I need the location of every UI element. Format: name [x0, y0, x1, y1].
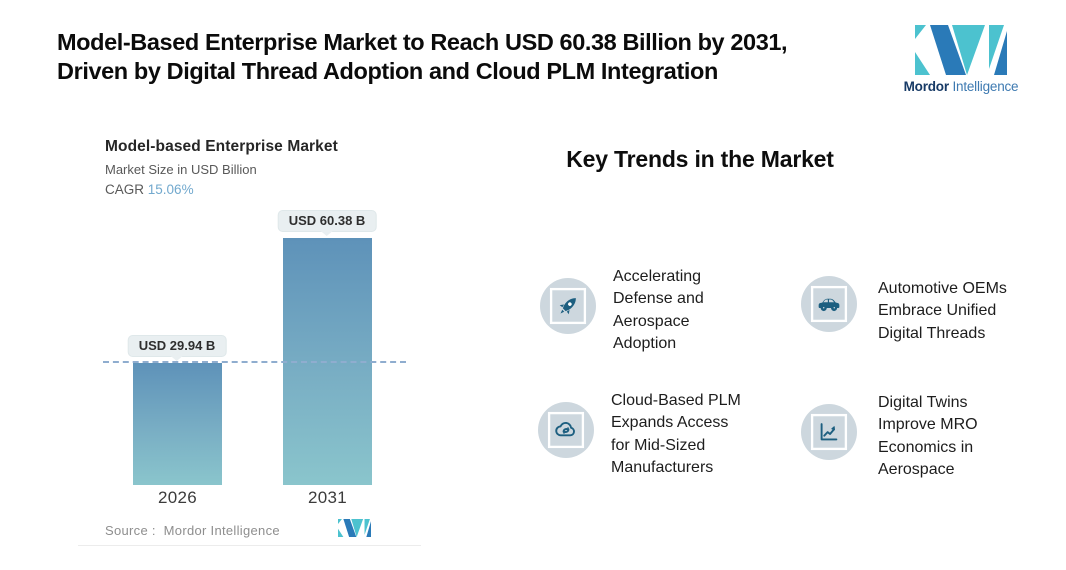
brand-name: Mordor Intelligence: [896, 79, 1026, 94]
trend-item-defense-aerospace: Accelerating Defense and Aerospace Adopt…: [540, 266, 788, 355]
bar-chart-plot: USD 29.94 B USD 60.38 B: [78, 210, 421, 485]
cagr-value: 15.06%: [147, 182, 194, 197]
x-axis-label-2031: 2031: [307, 488, 348, 507]
chart-line-icon: [801, 404, 857, 460]
value-label-2026: USD 29.94 B: [127, 335, 227, 357]
mordor-intelligence-mini-logo-icon: [338, 519, 371, 542]
cagr-label: CAGR: [105, 182, 145, 197]
trend-text: Accelerating Defense and Aerospace Adopt…: [613, 268, 704, 352]
trend-item-automotive-oems: Automotive OEMs Embrace Unified Digital …: [801, 268, 1053, 345]
chart-subtitle: Market Size in USD Billion: [105, 162, 257, 177]
value-label-2031: USD 60.38 B: [277, 210, 377, 232]
source-value: Mordor Intelligence: [163, 523, 280, 538]
page-title-line-2: Driven by Digital Thread Adoption and Cl…: [57, 58, 718, 84]
chart-cagr: CAGR 15.06%: [105, 182, 194, 197]
trend-text: Automotive OEMs Embrace Unified Digital …: [878, 280, 1007, 342]
chart-title: Model-based Enterprise Market: [105, 138, 338, 155]
trend-text: Digital Twins Improve MRO Economics in A…: [878, 394, 978, 478]
cloud-sync-icon: [538, 402, 594, 458]
reference-dashed-line: [103, 361, 406, 363]
page-title: Model-Based Enterprise Market to Reach U…: [57, 28, 897, 86]
brand-logo: Mordor Intelligence: [896, 25, 1026, 94]
car-icon: [801, 276, 857, 332]
market-chart-card: Model-based Enterprise Market Market Siz…: [78, 112, 421, 546]
x-axis-label-2026: 2026: [157, 488, 198, 507]
page-title-line-1: Model-Based Enterprise Market to Reach U…: [57, 29, 788, 55]
source-attribution: Source : Mordor Intelligence: [105, 523, 280, 538]
trend-text: Cloud-Based PLM Expands Access for Mid-S…: [611, 392, 741, 476]
brand-name-bold: Mordor: [903, 79, 949, 94]
trend-item-digital-twins: Digital Twins Improve MRO Economics in A…: [801, 392, 1053, 481]
trends-heading: Key Trends in the Market: [566, 146, 834, 172]
brand-name-light: Intelligence: [952, 79, 1019, 94]
mordor-intelligence-logo-icon: [896, 25, 1026, 75]
source-label: Source :: [105, 523, 156, 538]
trend-item-cloud-plm: Cloud-Based PLM Expands Access for Mid-S…: [538, 390, 786, 479]
bar-2026: [133, 363, 222, 485]
rocket-icon: [540, 278, 596, 334]
